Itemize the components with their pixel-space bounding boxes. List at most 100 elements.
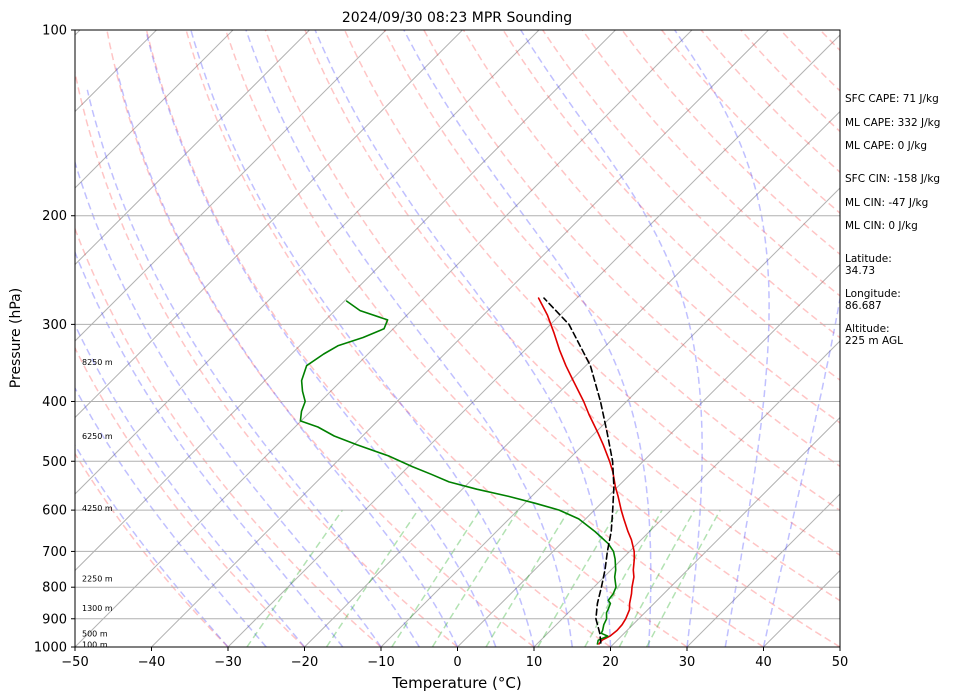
moist-adiabat-line [520,30,703,647]
altitude-label: Altitude: [845,323,890,335]
mixing-ratio-line [485,509,570,647]
dry-adiabat-line [621,30,840,256]
temperature-profile-line [537,297,636,645]
isotherm-line [75,30,387,342]
isotherm-line [75,30,310,266]
dewpoint-profile-line [299,300,617,645]
height-labels: 100 m 500 m 1300 m 2250 m 4250 m 6250 m 8250 m [82,358,113,649]
y-tick-label: 200 [42,209,67,224]
y-tick-label: 600 [42,504,67,519]
height-label: 6250 m [82,432,113,441]
isotherm-line [75,30,234,189]
moist-adiabat-line [75,444,229,647]
isotherm-line [533,340,840,647]
y-axis-ticks: 1000 900 800 700 600 500 400 300 200 100 [34,24,75,656]
x-tick-label: 20 [602,655,619,670]
dry-adiabat-line [75,452,229,647]
y-tick-label: 300 [42,318,67,333]
y-tick-label: 100 [42,24,67,39]
y-tick-label: 800 [42,581,67,596]
y-tick-label: 400 [42,395,67,410]
moist-adiabat-line [75,386,267,647]
height-label: 1300 m [82,604,113,613]
moist-adiabat-line [674,30,770,647]
dry-adiabat-line [304,30,840,602]
isotherm-line [75,30,463,419]
isotherm-line [75,30,540,495]
profile-lines [299,297,636,645]
moist-adiabat-line [245,30,574,647]
x-tick-label: −30 [214,655,241,670]
x-tick-label: −40 [138,655,165,670]
dry-adiabat-line [106,30,535,647]
dry-adiabat-line [343,30,840,557]
dry-adiabat-line [75,69,458,647]
y-tick-label: 1000 [34,641,67,656]
sounding-indices: SFC CAPE: 71 J/kg ML CAPE: 332 J/kg ML C… [845,93,940,232]
moist-adiabat-line [115,67,459,647]
x-axis-label: Temperature (°C) [391,674,521,692]
dry-adiabat-line [700,30,840,174]
dry-adiabat-line [145,30,611,647]
mixing-ratio-line [618,509,696,647]
dry-adiabat-line [224,30,764,647]
latitude-value: 34.73 [845,265,875,277]
longitude-value: 86.687 [845,300,882,312]
dry-adiabat-line [423,30,840,468]
moist-adiabat-line [145,30,497,647]
height-label: 4250 m [82,504,113,513]
moist-adiabat-line [86,89,420,647]
chart-title: 2024/09/30 08:23 MPR Sounding [342,10,572,26]
dry-adiabat-line [661,30,840,215]
dry-adiabat-line [185,30,688,647]
x-tick-label: 30 [679,655,696,670]
isotherm-line [380,187,840,647]
dry-adiabat-line [502,30,840,382]
x-tick-label: −20 [291,655,318,670]
altitude-value: 225 m AGL [845,335,903,347]
height-label: 500 m [82,629,108,638]
sfc-cape-text: SFC CAPE: 71 J/kg [845,93,939,105]
x-tick-label: 40 [755,655,772,670]
pressure-gridlines [75,215,840,620]
moist-adiabat-line [75,159,382,647]
mixing-ratio-line [431,509,519,647]
y-tick-label: 500 [42,455,67,470]
dry-adiabat-line [581,30,840,297]
height-label: 2250 m [82,575,113,584]
isotherm-line [151,30,769,647]
x-tick-label: −10 [367,655,394,670]
sfc-cin-text: SFC CIN: -158 J/kg [845,173,940,185]
isotherm-line [0,30,4,647]
mixing-ratio-line [246,509,344,647]
mixing-ratio-line [645,509,721,647]
mixing-ratio-line [325,509,419,647]
x-tick-label: −50 [61,655,88,670]
x-tick-label: 10 [526,655,543,670]
ml-cin-2-text: ML CIN: 0 J/kg [845,220,918,232]
isotherm-line [610,416,840,647]
mixing-ratio-line [537,509,619,647]
moist-adiabat-line [762,294,840,647]
isotherm-line [686,493,840,647]
height-label: 8250 m [82,358,113,367]
isotherm-line [75,30,616,572]
dry-adiabat-line [939,30,955,647]
height-label: 100 m [82,640,108,649]
parcel-profile-line [543,297,615,644]
moist-adiabat-line [75,250,344,647]
dry-adiabat-line [383,30,840,512]
mixing-ratio-line [391,509,481,647]
ml-cape-2-text: ML CAPE: 0 J/kg [845,140,927,152]
moist-adiabat-line [190,30,535,647]
x-tick-label: 0 [453,655,461,670]
isotherm-line [75,30,693,647]
moist-adiabat-line [314,30,612,647]
moist-adiabat-line [403,30,652,647]
ml-cin-text: ML CIN: -47 J/kg [845,197,928,209]
longitude-label: Longitude: [845,288,901,300]
x-axis-ticks: −50 −40 −30 −20 −10 0 10 20 30 40 50 [61,647,848,670]
isotherm-line [304,110,840,647]
